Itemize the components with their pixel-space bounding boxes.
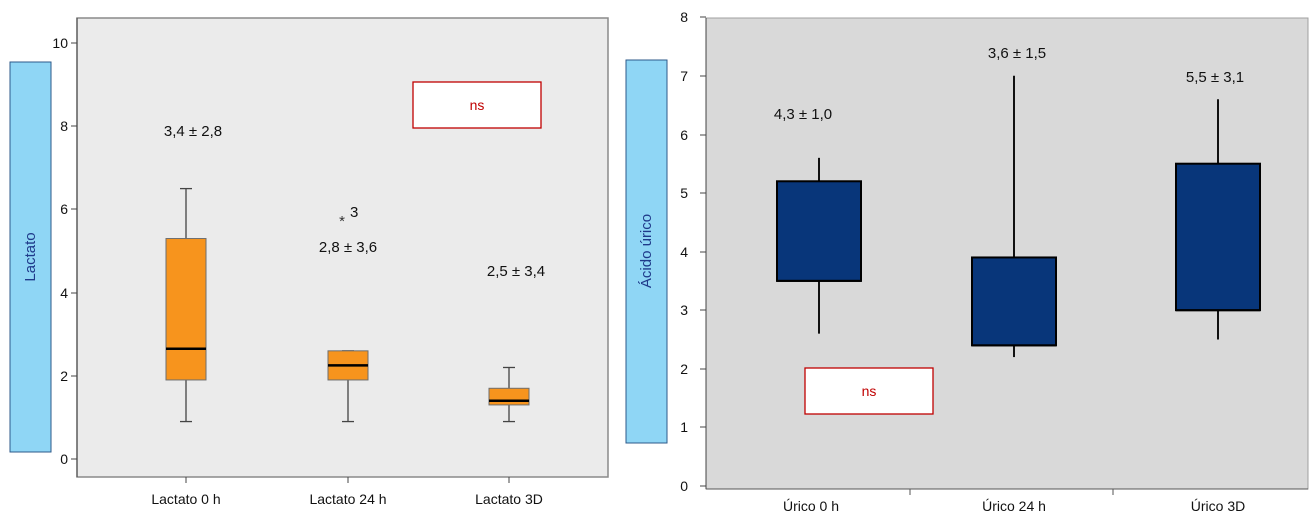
urico-chart: Ácido úrico 0 1 2 3 4 5 6 7 8 Úr <box>625 9 1309 514</box>
box <box>776 180 862 282</box>
urico-stat-label: 5,5 ± 3,1 <box>1186 69 1244 86</box>
lactato-ns-label: ns <box>470 97 485 113</box>
urico-y-axis: 0 1 2 3 4 5 6 7 8 <box>680 9 707 494</box>
lactato-ytick-label: 4 <box>60 285 68 301</box>
urico-xtick-label: Úrico 0 h <box>783 498 839 514</box>
urico-ytick-label: 5 <box>680 185 688 201</box>
urico-ytick-label: 4 <box>680 244 688 260</box>
outlier-label: 3 <box>350 204 358 221</box>
lactato-x-axis: Lactato 0 h Lactato 24 h Lactato 3D <box>151 477 543 507</box>
lactato-stat-label: 2,8 ± 3,6 <box>319 239 377 256</box>
urico-ytick-label: 6 <box>680 127 688 143</box>
box <box>1175 162 1261 312</box>
urico-ytick-label: 1 <box>680 419 688 435</box>
lactato-y-axis: 0 2 4 6 8 10 <box>52 18 78 477</box>
urico-ns-box <box>804 367 934 415</box>
urico-boxes <box>776 75 1261 358</box>
lactato-ytick-label: 6 <box>60 201 68 217</box>
box <box>488 387 530 406</box>
lactato-chart: Lactato 0 2 4 6 8 10 Lactato 0 h Lactato… <box>9 17 609 507</box>
lactato-xtick-label: Lactato 3D <box>475 491 543 507</box>
lactato-stat-label: 2,5 ± 3,4 <box>487 263 545 280</box>
urico-x-axis: Úrico 0 h Úrico 24 h Úrico 3D <box>706 488 1308 514</box>
lactato-ytick-label: 2 <box>60 368 68 384</box>
lactato-ylabel: Lactato <box>22 232 39 281</box>
urico-ytick-label: 3 <box>680 302 688 318</box>
lactato-ytick-label: 10 <box>52 35 68 51</box>
lactato-xtick-label: Lactato 24 h <box>309 491 386 507</box>
box <box>971 256 1057 347</box>
urico-xtick-label: Úrico 24 h <box>982 498 1046 514</box>
urico-ylabel-box <box>625 59 668 444</box>
urico-stat-label: 4,3 ± 1,0 <box>774 106 832 123</box>
lactato-boxes <box>165 187 530 423</box>
urico-ytick-label: 8 <box>680 9 688 25</box>
urico-ytick-label: 2 <box>680 361 688 377</box>
urico-xtick-label: Úrico 3D <box>1191 498 1245 514</box>
lactato-ylabel-box <box>9 61 52 453</box>
box <box>165 238 207 381</box>
lactato-ytick-label: 8 <box>60 118 68 134</box>
urico-ytick-label: 7 <box>680 68 688 84</box>
lactato-xtick-label: Lactato 0 h <box>151 491 220 507</box>
lactato-ns-box <box>412 81 542 129</box>
urico-ytick-label: 0 <box>680 478 688 494</box>
urico-ylabel: Ácido úrico <box>638 214 655 288</box>
outlier-marker: * <box>339 213 345 230</box>
lactato-stat-label: 3,4 ± 2,8 <box>164 123 222 140</box>
urico-ns-label: ns <box>862 383 877 399</box>
urico-stat-label: 3,6 ± 1,5 <box>988 45 1046 62</box>
lactato-ytick-label: 0 <box>60 451 68 467</box>
